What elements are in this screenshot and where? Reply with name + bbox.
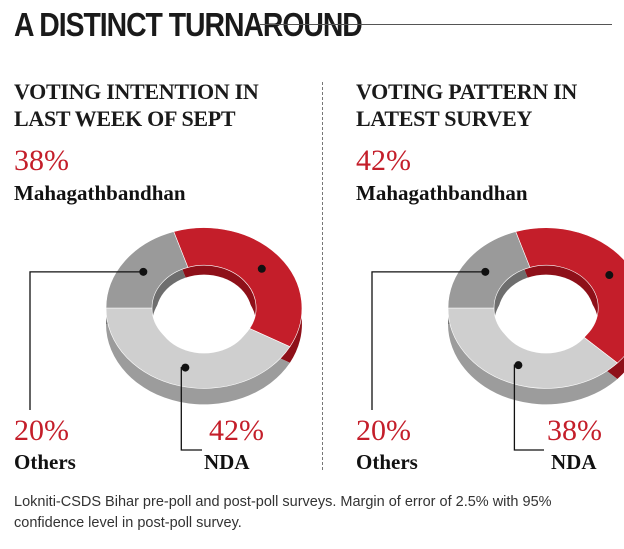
chart-title: VOTING PATTERN IN LATEST SURVEY — [356, 79, 578, 131]
chart-title: VOTING INTENTION IN LAST WEEK OF SEPT — [14, 79, 259, 131]
others-marker — [139, 267, 148, 276]
nda-percent: 38% — [547, 414, 602, 447]
nda-leader-line — [513, 364, 544, 451]
donut-chart-sept — [29, 227, 303, 451]
mahagathbandhan-slice — [173, 227, 303, 348]
nda-leader-line — [180, 366, 202, 451]
mahagathbandhan-label: Mahagathbandhan — [356, 181, 528, 205]
others-leader-line — [29, 271, 144, 410]
others-percent: 20% — [356, 414, 411, 447]
mahagathbandhan-marker — [257, 264, 266, 273]
mahagathbandhan-percent: 38% — [14, 144, 69, 177]
source-footnote: Lokniti-CSDS Bihar pre-poll and post-pol… — [14, 494, 552, 531]
mahagathbandhan-slice — [515, 227, 624, 364]
donut-chart-latest — [371, 227, 624, 451]
others-slice — [105, 231, 189, 309]
headline-rule — [260, 24, 612, 25]
others-marker — [481, 267, 490, 276]
chart-panel-sept: VOTING INTENTION IN LAST WEEK OF SEPT 38… — [14, 78, 314, 478]
others-label: Others — [14, 450, 76, 474]
others-leader-line — [371, 271, 486, 410]
chart-panel-latest: VOTING PATTERN IN LATEST SURVEY 42% Maha… — [356, 78, 624, 478]
others-slice — [447, 231, 531, 309]
nda-percent: 42% — [209, 414, 264, 447]
headline: A DISTINCT TURNAROUND — [14, 6, 363, 43]
donut-hole — [156, 274, 252, 354]
others-label: Others — [356, 450, 418, 474]
donut-hole — [498, 274, 594, 354]
nda-label: NDA — [551, 450, 597, 474]
nda-marker — [181, 363, 190, 372]
panel-divider — [322, 82, 323, 470]
mahagathbandhan-percent: 42% — [356, 144, 411, 177]
nda-label: NDA — [204, 450, 250, 474]
mahagathbandhan-marker — [605, 271, 614, 280]
mahagathbandhan-label: Mahagathbandhan — [14, 181, 186, 205]
others-percent: 20% — [14, 414, 69, 447]
